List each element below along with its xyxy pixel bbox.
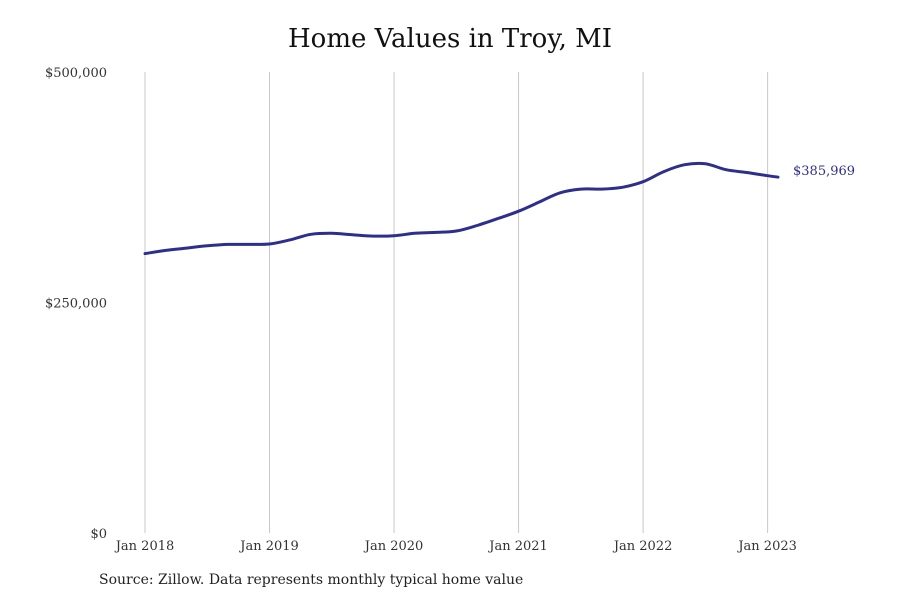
x-axis-tick-labels: Jan 2018 Jan 2019 Jan 2020 Jan 2021 Jan 2022… (114, 539, 797, 554)
source-note: Source: Zillow. Data represents monthly … (99, 572, 524, 588)
y-tick-label: $250,000 (45, 297, 107, 312)
y-tick-label: $500,000 (45, 66, 107, 81)
vertical-gridlines (144, 72, 769, 533)
x-tick-label: Jan 2023 (736, 539, 797, 554)
chart-title: Home Values in Troy, MI (288, 24, 612, 54)
x-tick-label: Jan 2019 (238, 539, 299, 554)
x-tick-label: Jan 2020 (363, 539, 424, 554)
series-line-home-value (143, 161, 780, 256)
end-value-label: $385,969 (793, 164, 855, 179)
x-tick-label: Jan 2021 (487, 539, 548, 554)
x-tick-label: Jan 2018 (114, 539, 175, 554)
x-tick-label: Jan 2022 (612, 539, 673, 554)
y-axis-tick-labels: $0 $250,000 $500,000 (45, 66, 107, 542)
y-tick-label: $0 (90, 527, 107, 542)
